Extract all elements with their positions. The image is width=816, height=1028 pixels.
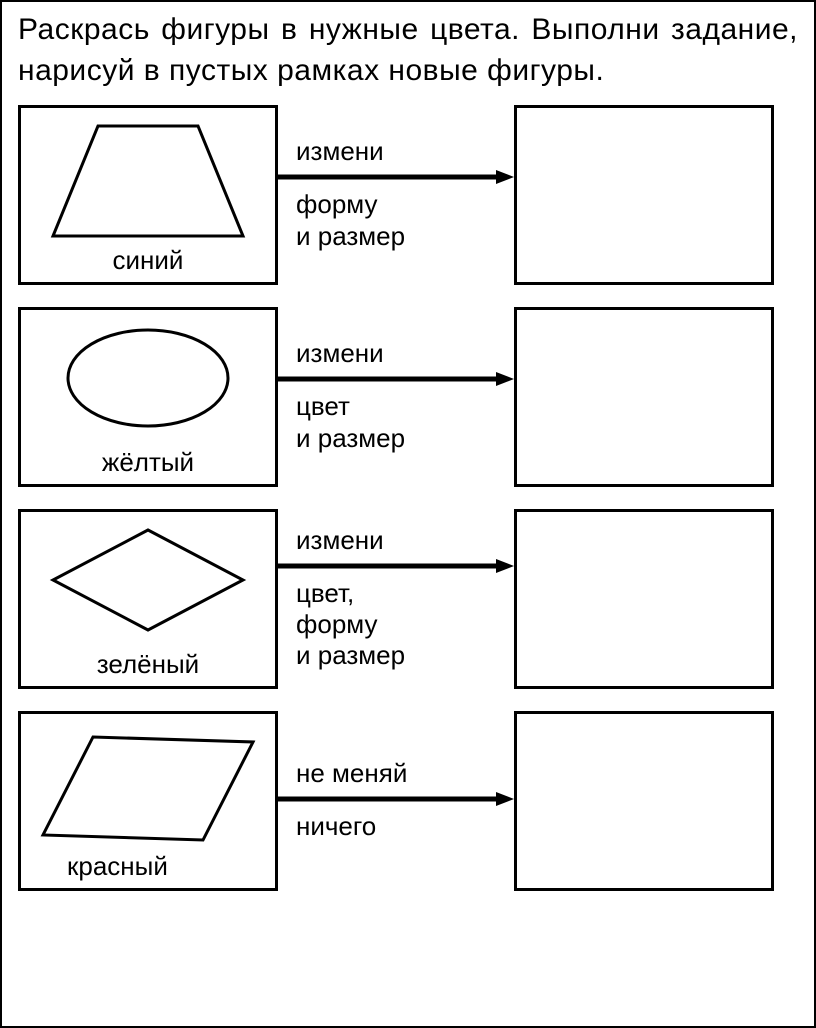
- action-cell: измени форму и размер: [296, 136, 496, 254]
- target-empty-box: [514, 711, 774, 891]
- action-cell: не меняй ничего: [296, 758, 496, 844]
- arrow-icon: [278, 791, 514, 807]
- arrow-icon: [278, 371, 514, 387]
- arrow-icon: [278, 169, 514, 185]
- action-text-rest: форму и размер: [296, 189, 405, 251]
- exercise-row: жёлтый измени цвет и размер: [18, 307, 798, 487]
- worksheet-page: Раскрась фигуры в нужные цвета. Выполни …: [0, 0, 816, 1028]
- rhombus-icon: [38, 520, 258, 640]
- action-text-rest: цвет и размер: [296, 391, 405, 453]
- instructions-text: Раскрась фигуры в нужные цвета. Выполни …: [18, 10, 798, 91]
- action-text-top: не меняй: [296, 758, 407, 789]
- source-shape-box: синий: [18, 105, 278, 285]
- source-shape-box: жёлтый: [18, 307, 278, 487]
- target-empty-box: [514, 105, 774, 285]
- arrow-icon: [278, 558, 514, 574]
- exercise-row: синий измени форму и размер: [18, 105, 798, 285]
- color-label: жёлтый: [102, 447, 194, 478]
- exercise-row: красный не меняй ничего: [18, 711, 798, 891]
- rows-container: синий измени форму и размер жёлтый: [18, 105, 798, 891]
- exercise-row: зелёный измени цвет, форму и размер: [18, 509, 798, 689]
- source-shape-box: красный: [18, 711, 278, 891]
- action-text-rest: цвет, форму и размер: [296, 578, 405, 672]
- action-text-top: измени: [296, 338, 384, 369]
- color-label: зелёный: [97, 649, 199, 680]
- action-text-top: измени: [296, 136, 384, 167]
- action-text-rest: ничего: [296, 811, 376, 842]
- action-text-top: измени: [296, 525, 384, 556]
- source-shape-box: зелёный: [18, 509, 278, 689]
- target-empty-box: [514, 307, 774, 487]
- ellipse-icon: [48, 318, 248, 438]
- action-cell: измени цвет, форму и размер: [296, 525, 496, 674]
- parallelogram-icon: [33, 722, 263, 852]
- trapezoid-icon: [43, 116, 253, 246]
- color-label: синий: [113, 245, 184, 276]
- color-label: красный: [67, 851, 168, 882]
- target-empty-box: [514, 509, 774, 689]
- action-cell: измени цвет и размер: [296, 338, 496, 456]
